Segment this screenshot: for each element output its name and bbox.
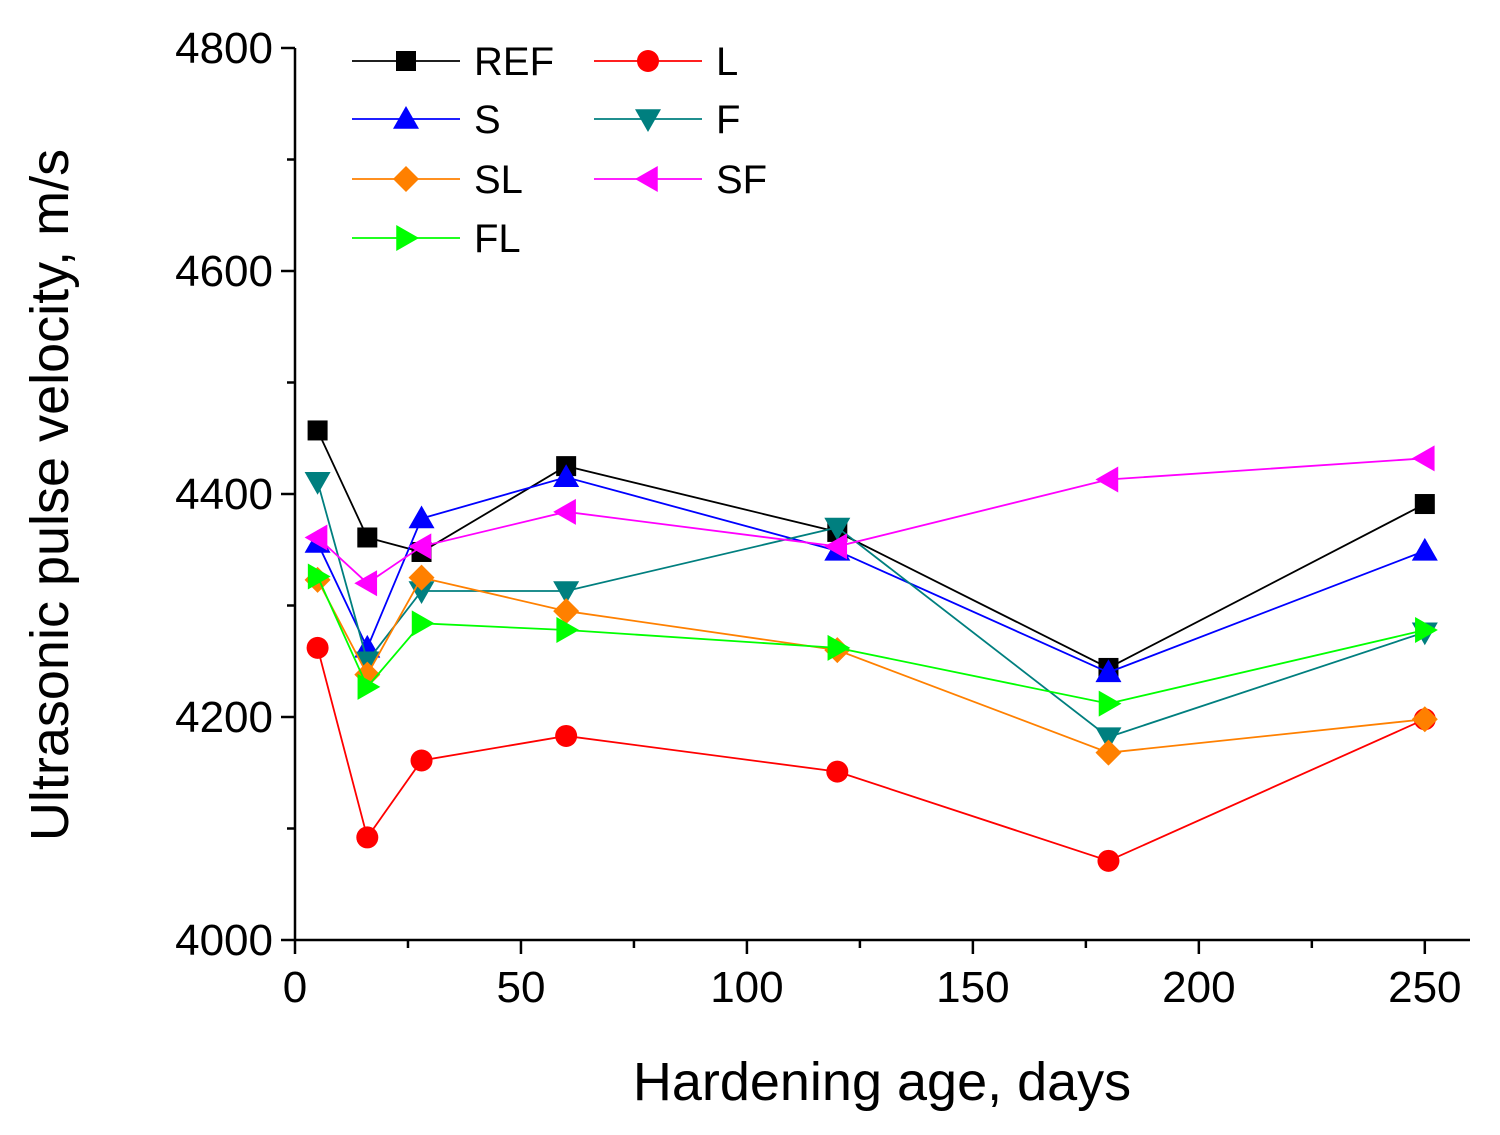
- data-point-fl: [1098, 690, 1122, 717]
- data-point-f: [1095, 727, 1122, 751]
- data-point-s: [553, 464, 580, 488]
- legend-item-s: S: [352, 98, 501, 142]
- data-point-sl: [1095, 739, 1122, 766]
- data-point-fl: [556, 617, 580, 644]
- data-point-fl: [1415, 617, 1438, 644]
- data-point-sf: [304, 524, 328, 551]
- series-fl: [307, 563, 1438, 717]
- data-point-sf: [1095, 466, 1119, 493]
- series-group: [304, 420, 1438, 872]
- y-tick-label: 4600: [175, 247, 273, 296]
- data-point-fl: [307, 563, 331, 590]
- legend-item-ref: REF: [352, 40, 554, 84]
- legend-item-sf: SF: [594, 158, 767, 202]
- data-point-s: [408, 505, 435, 529]
- data-point-sf: [824, 533, 848, 560]
- series-sl: [304, 564, 1438, 766]
- legend-marker: [396, 225, 419, 251]
- data-point-s: [1411, 537, 1438, 561]
- x-axis-title: Hardening age, days: [633, 1052, 1131, 1112]
- y-tick-label: 4200: [175, 693, 273, 742]
- x-tick-label: 100: [710, 963, 783, 1012]
- data-point-f: [824, 517, 851, 541]
- data-point-l: [555, 724, 578, 747]
- series-f: [304, 471, 1438, 751]
- data-point-sl: [1411, 706, 1438, 733]
- series-line-s: [316, 476, 1426, 674]
- legend-item-f: F: [594, 98, 740, 142]
- legend-item-sl: SL: [352, 158, 523, 202]
- data-point-sf: [408, 533, 432, 560]
- data-point-l: [826, 760, 849, 783]
- legend-marker: [396, 51, 416, 71]
- x-axis-ticks: 0 50 100 150 200 250: [283, 940, 1462, 1012]
- series-line-fl: [316, 576, 1426, 705]
- legend-label: FL: [474, 217, 521, 261]
- data-point-ref: [307, 420, 328, 441]
- x-tick-label: 250: [1388, 963, 1461, 1012]
- series-line-f: [316, 481, 1426, 739]
- data-point-fl: [827, 634, 851, 661]
- legend-label: S: [474, 98, 501, 142]
- legend-label: F: [716, 98, 740, 142]
- data-point-ref: [357, 527, 378, 548]
- data-point-l: [1097, 849, 1120, 872]
- series-l: [306, 636, 1436, 872]
- legend-marker: [635, 166, 658, 192]
- legend-label: L: [716, 40, 738, 84]
- legend-label: REF: [474, 40, 554, 84]
- legend-marker: [637, 50, 659, 72]
- x-tick-label: 0: [283, 963, 307, 1012]
- data-point-sf: [1411, 445, 1435, 472]
- data-point-sf: [553, 498, 576, 525]
- series-line-l: [316, 647, 1426, 862]
- legend-label: SL: [474, 158, 523, 202]
- data-point-l: [306, 636, 329, 659]
- axes: [293, 48, 1470, 942]
- x-tick-label: 50: [496, 963, 545, 1012]
- y-tick-label: 4400: [175, 470, 273, 519]
- data-point-l: [410, 749, 433, 772]
- data-point-sf: [354, 570, 378, 597]
- legend-label: SF: [716, 158, 767, 202]
- legend-item-fl: FL: [352, 217, 521, 261]
- data-point-f: [408, 581, 435, 605]
- data-point-sl: [553, 598, 580, 625]
- legend-marker: [635, 109, 661, 132]
- y-tick-label: 4800: [175, 24, 273, 73]
- data-point-sl: [408, 564, 435, 591]
- data-point-s: [1095, 659, 1122, 683]
- series-sf: [304, 445, 1435, 597]
- data-point-fl: [411, 610, 435, 637]
- y-axis-ticks: 4000 4200 4400 4600 4800: [175, 24, 295, 965]
- series-ref: [307, 420, 1435, 678]
- legend-marker: [393, 106, 419, 129]
- data-point-ref: [1414, 494, 1435, 515]
- data-point-fl: [357, 673, 381, 700]
- x-tick-label: 200: [1162, 963, 1235, 1012]
- legend-marker: [393, 166, 419, 192]
- x-tick-label: 150: [936, 963, 1009, 1012]
- series-line-ref: [316, 430, 1426, 669]
- y-axis-title: Ultrasonic pulse velocity, m/s: [20, 149, 80, 841]
- series-line-sl: [316, 576, 1425, 754]
- data-point-f: [553, 581, 580, 605]
- legend-item-l: L: [594, 40, 738, 84]
- data-point-f: [304, 471, 331, 495]
- series-s: [304, 464, 1438, 683]
- series-line-sf: [316, 457, 1425, 585]
- data-point-l: [356, 826, 379, 849]
- y-tick-label: 4000: [175, 916, 273, 965]
